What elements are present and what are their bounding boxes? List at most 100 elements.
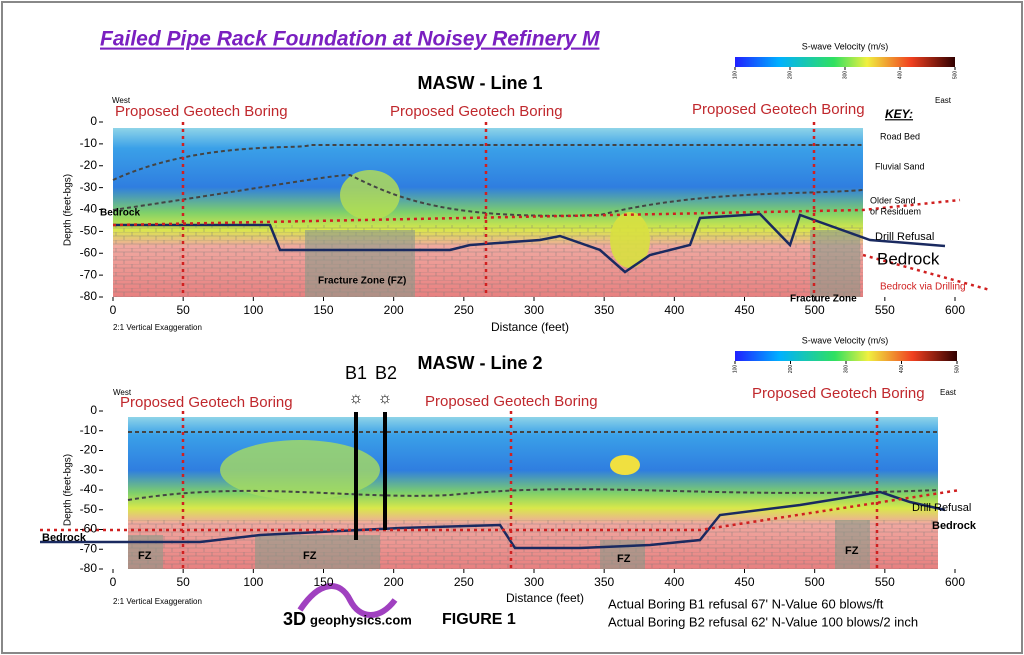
note: Actual Boring B1 refusal 67' N-Value 60 … xyxy=(608,596,884,611)
y-tick-label: -60 xyxy=(80,522,98,536)
x-tick-label: 200 xyxy=(384,575,404,589)
drill-refusal: Drill Refusal xyxy=(912,502,971,514)
y-tick-label: -40 xyxy=(80,482,98,496)
x-tick-label: 400 xyxy=(664,575,684,589)
x-tick-label: 400 xyxy=(664,303,684,317)
logo-text: geophysics.com xyxy=(310,612,412,627)
bedrock-label: Bedrock xyxy=(42,532,87,544)
x-tick-label: 500 xyxy=(805,575,825,589)
colorbar-label: S-wave Velocity (m/s) xyxy=(802,335,889,345)
x-tick-label: 600 xyxy=(945,575,965,589)
x-axis-label: Distance (feet) xyxy=(506,591,584,605)
east: East xyxy=(940,388,957,397)
y-tick-label: -70 xyxy=(80,267,98,281)
colorbar xyxy=(735,57,955,67)
colorbar-tick-label: 500 xyxy=(954,365,960,374)
y-tick-label: -50 xyxy=(80,502,98,516)
x-tick-label: 0 xyxy=(110,303,117,317)
y-tick-label: -50 xyxy=(80,224,98,238)
x-tick-label: 150 xyxy=(313,575,333,589)
west: West xyxy=(113,388,132,397)
sun-icon: ☼ xyxy=(378,390,393,407)
exaggeration: 2:1 Vertical Exaggeration xyxy=(113,323,202,332)
colorbar-tick-label: 400 xyxy=(899,365,905,374)
x-tick-label: 350 xyxy=(594,303,614,317)
x-tick-label: 50 xyxy=(176,575,190,589)
y-tick-label: 0 xyxy=(90,403,97,417)
y-tick-label: 0 xyxy=(90,114,97,128)
bedrock-label: Bedrock xyxy=(932,520,977,532)
x-tick-label: 300 xyxy=(524,303,544,317)
note: Actual Boring B2 refusal 62' N-Value 100… xyxy=(608,614,918,629)
title: Failed Pipe Rack Foundation at Noisey Re… xyxy=(100,28,600,51)
x-tick-label: 450 xyxy=(734,303,754,317)
colorbar-tick-label: 300 xyxy=(843,365,849,374)
y-axis-label: Depth (feet-bgs) xyxy=(63,174,74,246)
colorbar-tick-label: 100 xyxy=(732,365,738,374)
x-tick-label: 300 xyxy=(524,575,544,589)
section-1 xyxy=(112,122,991,297)
x-axis-label: Distance (feet) xyxy=(491,320,569,334)
fz-label: FZ xyxy=(138,550,152,562)
key-item: Bedrock xyxy=(877,249,940,268)
x-tick-label: 550 xyxy=(875,303,895,317)
sun-icon: ☼ xyxy=(349,390,364,407)
colorbar-tick-label: 500 xyxy=(952,71,958,80)
y-tick-label: -80 xyxy=(80,289,98,303)
y-tick-label: -80 xyxy=(80,561,98,575)
colorbar xyxy=(735,351,957,361)
y-tick-label: -40 xyxy=(80,202,98,216)
boring-label: Proposed Geotech Boring xyxy=(692,101,865,118)
boring-label: Proposed Geotech Boring xyxy=(425,393,598,410)
colorbar-tick-label: 200 xyxy=(787,71,793,80)
figure-label: FIGURE 1 xyxy=(442,611,516,628)
east: East xyxy=(935,96,952,105)
colorbar-tick-label: 100 xyxy=(732,71,738,80)
panel-title: MASW - Line 2 xyxy=(418,353,543,373)
exaggeration: 2:1 Vertical Exaggeration xyxy=(113,597,202,606)
y-tick-label: -20 xyxy=(80,443,98,457)
boring-label: Proposed Geotech Boring xyxy=(115,103,288,120)
key-item: Fluvial Sand xyxy=(875,161,925,171)
y-tick-label: -10 xyxy=(80,136,98,150)
logo: 3D geophysics.com xyxy=(283,583,412,629)
key-item: or Residuem xyxy=(870,206,921,216)
x-tick-label: 250 xyxy=(454,575,474,589)
key-item: Drill Refusal xyxy=(875,231,934,243)
boring-label: Proposed Geotech Boring xyxy=(752,385,925,402)
y-tick-label: -20 xyxy=(80,158,98,172)
colorbar-tick-label: 200 xyxy=(788,365,794,374)
x-tick-label: 450 xyxy=(734,575,754,589)
x-tick-label: 350 xyxy=(594,575,614,589)
fz-label: FZ xyxy=(845,545,859,557)
fz-label: Fracture Zone (FZ) xyxy=(318,276,406,287)
section-2: ☼ ☼ xyxy=(40,390,961,569)
key-item: Bedrock via Drilling xyxy=(880,282,966,293)
colorbar-tick-label: 300 xyxy=(842,71,848,80)
x-tick-label: 50 xyxy=(176,303,190,317)
boring-b2: B2 xyxy=(375,363,397,383)
y-tick-label: -10 xyxy=(80,423,98,437)
y-tick-label: -30 xyxy=(80,462,98,476)
colorbar-label: S-wave Velocity (m/s) xyxy=(802,41,889,51)
y-tick-label: -70 xyxy=(80,541,98,555)
boring-b1: B1 xyxy=(345,363,367,383)
bedrock-label: Bedrock xyxy=(100,208,140,219)
y-axis-label: Depth (feet-bgs) xyxy=(63,454,74,526)
boring-label: Proposed Geotech Boring xyxy=(390,103,563,120)
key-title: KEY: xyxy=(885,107,913,121)
y-tick-label: -30 xyxy=(80,180,98,194)
x-tick-label: 200 xyxy=(384,303,404,317)
west: West xyxy=(112,96,131,105)
x-tick-label: 0 xyxy=(110,575,117,589)
key-item: Road Bed xyxy=(880,131,920,141)
panel-title: MASW - Line 1 xyxy=(418,73,543,93)
fz-label: Fracture Zone xyxy=(790,294,857,305)
x-tick-label: 100 xyxy=(243,303,263,317)
y-tick-label: -60 xyxy=(80,245,98,259)
x-tick-label: 250 xyxy=(454,303,474,317)
x-tick-label: 600 xyxy=(945,303,965,317)
fz-label: FZ xyxy=(617,553,631,565)
logo-text: 3D xyxy=(283,609,306,629)
